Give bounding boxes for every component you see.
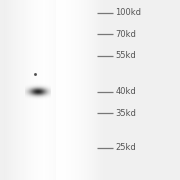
Text: 25kd: 25kd xyxy=(115,143,136,152)
Text: 35kd: 35kd xyxy=(115,109,136,118)
Text: 70kd: 70kd xyxy=(115,30,136,39)
Text: 100kd: 100kd xyxy=(115,8,141,17)
Text: 55kd: 55kd xyxy=(115,51,136,60)
Text: 40kd: 40kd xyxy=(115,87,136,96)
